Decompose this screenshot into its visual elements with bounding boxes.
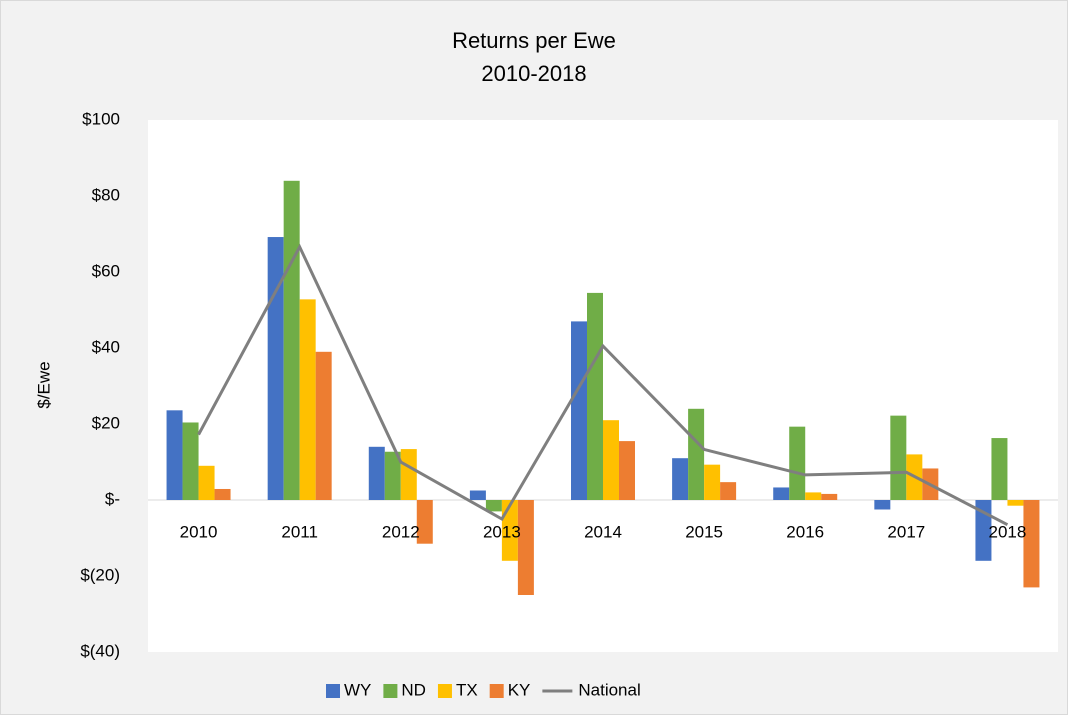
- bar: [214, 488, 231, 500]
- x-tick-label: 2016: [786, 522, 824, 541]
- bar: [704, 464, 721, 500]
- legend-marker: [437, 684, 452, 698]
- bar: [991, 438, 1008, 500]
- legend-marker: [383, 684, 398, 698]
- bar: [299, 299, 316, 500]
- legend-label: WY: [344, 680, 371, 699]
- x-tick-label: 2011: [281, 522, 318, 541]
- y-axis-label: $/Ewe: [34, 361, 53, 408]
- bar: [720, 482, 737, 500]
- bar: [874, 500, 891, 510]
- bar: [501, 500, 518, 561]
- x-tick-label: 2010: [180, 522, 218, 541]
- bar: [773, 487, 790, 500]
- bar: [416, 500, 433, 544]
- x-tick-label: 2018: [989, 522, 1027, 541]
- legend-marker: [326, 684, 340, 698]
- bar: [805, 492, 822, 500]
- bar: [789, 426, 806, 500]
- bar: [166, 410, 183, 500]
- bar: [890, 415, 907, 500]
- bar: [587, 292, 603, 500]
- bar: [400, 449, 417, 500]
- chart-subtitle: 2010-2018: [481, 61, 586, 86]
- bar: [283, 180, 300, 501]
- y-tick-label: $60: [92, 261, 120, 280]
- y-tick-label: $(20): [80, 565, 120, 584]
- legend-marker: [489, 684, 504, 698]
- bar: [603, 420, 619, 500]
- legend-label: KY: [508, 680, 531, 699]
- line: [197, 243, 1009, 527]
- x-tick-label: 2014: [584, 522, 622, 541]
- bar: [672, 458, 689, 500]
- bar: [821, 493, 838, 500]
- bar: [1023, 500, 1040, 588]
- bar: [267, 237, 284, 501]
- bar: [517, 500, 534, 595]
- bar: [688, 408, 705, 500]
- bar: [182, 422, 199, 500]
- bar: [198, 465, 215, 500]
- y-tick-label: $80: [92, 185, 120, 204]
- x-tick-label: 2015: [685, 522, 723, 541]
- x-tick-label: 2012: [382, 522, 420, 541]
- legend-label: National: [578, 680, 640, 699]
- bar: [485, 500, 502, 512]
- chart-title: Returns per Ewe: [452, 28, 616, 53]
- bar: [315, 351, 332, 500]
- y-tick-label: $(40): [80, 641, 120, 660]
- legend-label: ND: [401, 680, 426, 699]
- x-tick-label: 2013: [483, 522, 521, 541]
- x-tick-label: 2017: [887, 522, 925, 541]
- bar: [1007, 500, 1024, 506]
- y-tick-label: $-: [105, 489, 120, 508]
- y-tick-label: $20: [92, 413, 120, 432]
- legend-label: TX: [456, 680, 478, 699]
- bar: [469, 490, 486, 500]
- bar: [619, 441, 635, 500]
- bar: [368, 446, 385, 500]
- y-tick-label: $40: [92, 337, 120, 356]
- bar: [384, 451, 401, 500]
- bar: [571, 321, 587, 500]
- y-tick-label: $100: [82, 109, 120, 128]
